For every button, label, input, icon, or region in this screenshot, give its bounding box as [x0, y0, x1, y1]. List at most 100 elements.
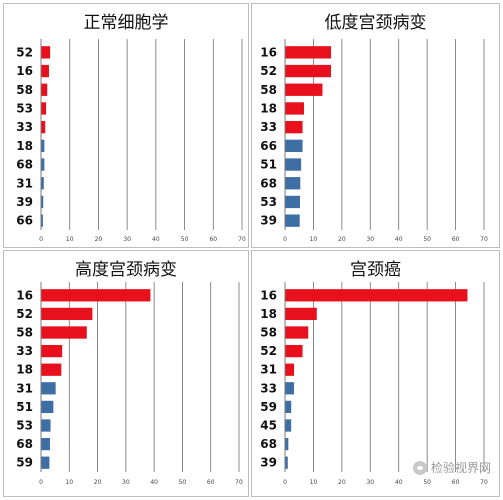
category-label: 18 — [260, 307, 277, 321]
bar — [285, 419, 292, 432]
bar — [41, 139, 45, 153]
bar — [285, 46, 331, 59]
bar — [41, 83, 48, 96]
bar — [41, 307, 93, 321]
x-tick-label: 60 — [207, 479, 215, 486]
category-label: 18 — [16, 363, 33, 377]
x-tick-label: 30 — [122, 479, 130, 486]
chart-svg: 0 10 20 30 40 50 60 70 16 52 58 33 18 31 51 53 68 59 — [16, 282, 243, 486]
x-tick-label: 30 — [123, 236, 131, 243]
bar — [41, 289, 151, 302]
category-label: 52 — [16, 307, 33, 321]
bar — [285, 382, 295, 395]
category-label: 31 — [16, 176, 33, 190]
x-tick-label: 50 — [423, 236, 431, 243]
bar — [285, 64, 331, 78]
x-tick-label: 30 — [366, 479, 374, 486]
bar — [41, 363, 62, 376]
category-label: 31 — [260, 363, 277, 377]
watermark: 检验视界网 — [412, 459, 491, 476]
category-label: 68 — [260, 176, 277, 190]
x-tick-label: 40 — [152, 236, 160, 243]
x-tick-label: 10 — [310, 236, 318, 243]
chart-panel-low-grade-lesion: 低度宫颈病变 0 10 20 30 40 50 60 70 16 52 58 18 33 66 51 68 53… — [251, 3, 500, 248]
bar — [41, 437, 50, 451]
category-label: 45 — [260, 419, 277, 433]
x-tick-label: 50 — [423, 479, 431, 486]
bar — [41, 214, 43, 227]
category-label: 53 — [16, 419, 33, 433]
chart-title: 正常细胞学 — [83, 13, 169, 33]
category-label: 33 — [260, 381, 277, 395]
bar — [41, 382, 56, 395]
category-label: 68 — [260, 437, 277, 451]
bar — [41, 419, 51, 432]
category-label: 52 — [16, 45, 33, 59]
chart-svg: 0 10 20 30 40 50 60 70 16 18 58 52 31 33 59 45 68 39 — [260, 282, 488, 486]
bar — [41, 195, 44, 209]
chart-svg: 0 10 20 30 40 50 60 70 52 16 58 53 33 18 68 31 39 66 — [16, 39, 246, 243]
bar — [285, 289, 468, 302]
bar — [41, 326, 87, 339]
bar — [285, 363, 295, 376]
category-label: 16 — [260, 288, 277, 302]
x-tick-label: 0 — [283, 236, 287, 243]
bar — [41, 456, 50, 469]
chart-svg: 0 10 20 30 40 50 60 70 16 52 58 18 33 66 51 68 53 39 — [260, 39, 488, 243]
category-label: 58 — [16, 326, 33, 340]
chart-panel-cervical-cancer: 宫颈癌 0 10 20 30 40 50 60 70 16 18 58 52 31 33 59 45 68 39 … — [251, 250, 500, 497]
category-label: 66 — [16, 214, 33, 228]
bar — [285, 400, 292, 414]
bar — [41, 177, 44, 190]
chart-panel-normal-cytology: 正常细胞学 0 10 20 30 40 50 60 70 52 16 58 53 33 18 68 31 39 6… — [3, 3, 249, 248]
category-label: 58 — [260, 326, 277, 340]
x-tick-label: 40 — [395, 479, 403, 486]
category-label: 39 — [260, 214, 277, 228]
bar — [41, 46, 51, 59]
category-label: 53 — [260, 195, 277, 209]
category-label: 39 — [16, 195, 33, 209]
category-label: 58 — [260, 83, 277, 97]
category-label: 52 — [260, 344, 277, 358]
x-tick-label: 70 — [480, 479, 488, 486]
x-tick-label: 20 — [95, 236, 103, 243]
x-tick-label: 20 — [338, 479, 346, 486]
x-tick-label: 50 — [179, 479, 187, 486]
x-tick-label: 20 — [338, 236, 346, 243]
x-tick-label: 50 — [181, 236, 189, 243]
x-tick-label: 30 — [366, 236, 374, 243]
category-label: 53 — [16, 101, 33, 115]
category-label: 59 — [260, 400, 277, 414]
category-label: 68 — [16, 158, 33, 172]
bar — [41, 102, 47, 115]
chart-panel-high-grade-lesion: 高度宫颈病变 0 10 20 30 40 50 60 70 16 52 58 33 18 31 51 53 68… — [3, 250, 249, 497]
bar — [285, 195, 300, 209]
category-label: 31 — [16, 381, 33, 395]
bar — [41, 400, 54, 414]
bar — [285, 139, 303, 153]
x-tick-label: 0 — [39, 236, 43, 243]
category-label: 33 — [16, 344, 33, 358]
bar — [285, 83, 323, 96]
bar — [285, 120, 303, 134]
category-label: 51 — [260, 158, 277, 172]
bar — [41, 120, 46, 134]
x-tick-label: 70 — [238, 236, 246, 243]
chart-title: 宫颈癌 — [350, 260, 401, 280]
bar — [285, 177, 301, 190]
x-tick-label: 60 — [209, 236, 217, 243]
watermark-text: 检验视界网 — [430, 461, 491, 475]
x-tick-label: 10 — [310, 479, 318, 486]
category-label: 58 — [16, 83, 33, 97]
x-tick-label: 60 — [452, 479, 460, 486]
x-tick-label: 20 — [94, 479, 102, 486]
category-label: 16 — [260, 45, 277, 59]
category-label: 51 — [16, 400, 33, 414]
bar — [41, 64, 49, 78]
bar — [285, 214, 300, 227]
chart-title: 低度宫颈病变 — [324, 13, 427, 33]
bar — [285, 344, 303, 358]
category-label: 16 — [16, 64, 33, 78]
bar — [41, 158, 45, 171]
category-label: 66 — [260, 139, 277, 153]
